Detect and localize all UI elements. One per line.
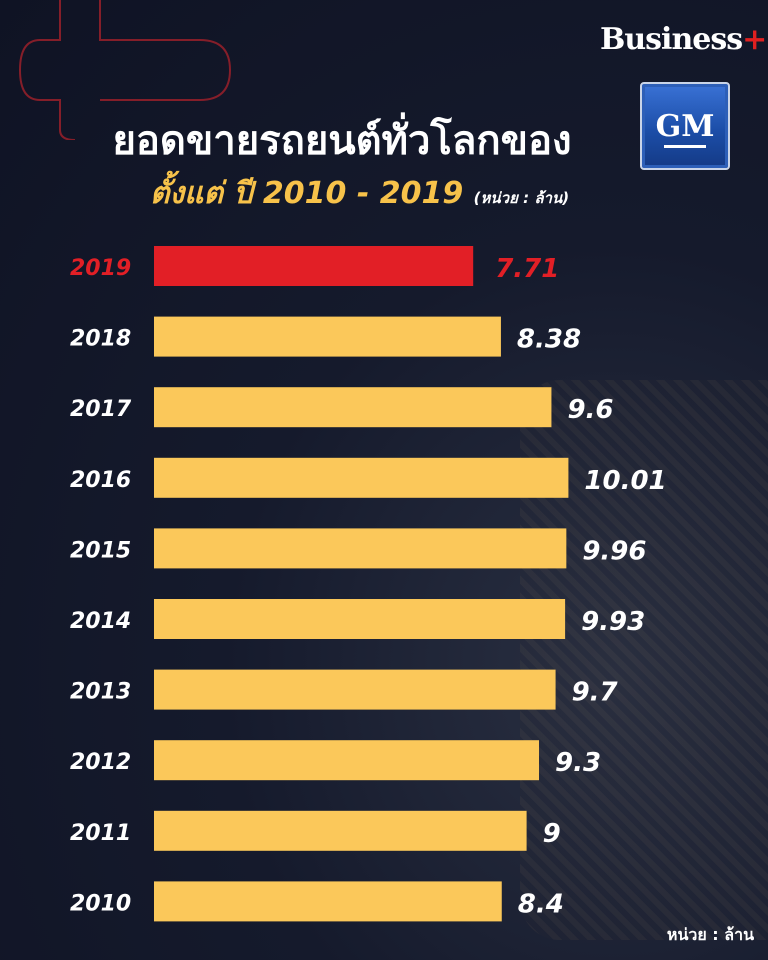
category-label-2012: 2012 [70,750,131,775]
category-label-2018: 2018 [70,327,131,352]
value-label-2018: 8.38 [517,325,581,355]
category-label-2014: 2014 [70,609,131,634]
brand-plus: + [742,22,767,57]
category-label-2013: 2013 [70,680,131,705]
value-label-2013: 9.7 [572,678,619,708]
gm-logo-underline [664,145,706,148]
category-label-2015: 2015 [70,538,131,563]
chart-subtitle: ตั้งแต่ ปี 2010 - 2019 (หน่วย : ล้าน) [150,170,569,217]
chart-title: ยอดขายรถยนต์ทั่วโลกของ [112,118,572,164]
value-label-2016: 10.01 [584,466,666,496]
bar-2019 [154,246,474,286]
category-label-2010: 2010 [70,891,131,916]
value-label-2019: 7.71 [495,254,559,284]
bar-2014 [154,599,566,639]
bar-2011 [154,810,527,851]
value-label-2010: 8.4 [518,889,564,919]
bar-2016 [154,457,569,498]
bar-2010 [154,881,502,922]
footer-unit: หน่วย : ล้าน [666,925,754,944]
category-label-2016: 2016 [70,468,131,493]
bar-2018 [154,316,501,357]
gm-logo-text: GM [655,108,715,144]
category-label-2019: 2019 [70,256,131,281]
bar-2013 [154,669,556,710]
bar-2017 [154,387,552,428]
subtitle-unit: (หน่วย : ล้าน) [473,189,570,207]
value-label-2012: 9.3 [555,748,601,778]
gm-logo: GM [640,82,730,170]
bar-2012 [154,740,540,781]
value-label-2017: 9.6 [567,395,613,425]
subtitle-years: ตั้งแต่ ปี 2010 - 2019 [150,176,464,211]
brand-logo: Business+ [600,22,767,57]
category-label-2017: 2017 [70,397,132,422]
value-label-2015: 9.96 [582,536,646,566]
bar-2015 [154,528,567,569]
value-label-2011: 9 [543,819,561,849]
brand-name: Business [600,22,743,57]
value-label-2014: 9.93 [581,607,645,637]
category-label-2011: 2011 [70,821,131,846]
plus-decoration [18,0,232,140]
